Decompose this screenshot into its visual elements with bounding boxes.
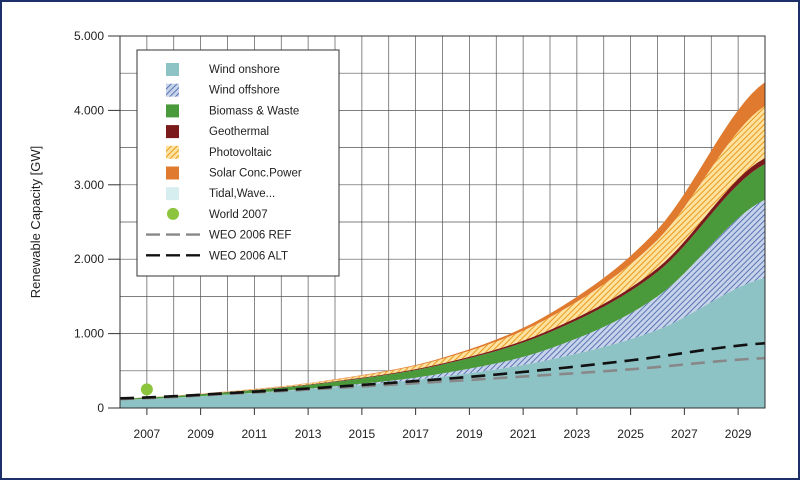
x-tick-label: 2023: [564, 427, 591, 441]
x-tick-label: 2011: [241, 427, 267, 441]
plot-border: [119, 35, 766, 409]
legend-solar-conc-power-label: Solar Conc.Power: [209, 168, 302, 180]
legend: Wind onshore Wind offshore Biomass & Waste…: [136, 49, 340, 277]
x-tick-label: 2009: [187, 427, 214, 441]
y-tick-label: 4.000: [74, 103, 104, 117]
legend-wind-offshore-swatch: [166, 83, 179, 97]
area-wind-onshore: [120, 277, 765, 408]
x-tick-label: 2013: [295, 427, 322, 441]
y-axis-label: Renewable Capacity [GW]: [28, 146, 43, 298]
line-weo-2006-ref: [120, 356, 765, 401]
legend-biomass-waste-label: Biomass & Waste: [209, 105, 299, 117]
y-tick-label: 1.000: [74, 327, 104, 341]
x-tick-label: 2019: [456, 427, 483, 441]
legend-wind-onshore-swatch: [166, 63, 179, 76]
y-tick-label: 3.000: [74, 178, 104, 192]
x-tick-labels: 2007 2009 2011 2013 2015 2017 2019 2021 2023 2025…: [134, 408, 752, 441]
legend-weo-2006-alt-label: WEO 2006 ALT: [209, 250, 288, 262]
legend-tidal-wave-label: Tidal,Wave...: [209, 188, 275, 200]
legend-biomass-waste-swatch: [166, 104, 179, 118]
x-tick-label: 2021: [510, 427, 537, 441]
x-tick-label: 2029: [725, 427, 752, 441]
legend-wind-onshore-label: Wind onshore: [209, 64, 280, 76]
legend-photovoltaic-label: Photovoltaic: [209, 147, 272, 159]
y-tick-label: 5.000: [74, 29, 104, 43]
line-weo-2006-alt: [120, 341, 765, 400]
x-tick-label: 2007: [134, 427, 161, 441]
stacked-areas: [120, 81, 765, 408]
y-tick-label: 0: [97, 401, 104, 415]
point-world-2007: [140, 383, 153, 396]
legend-weo-2006-ref-label: WEO 2006 REF: [209, 230, 291, 242]
legend-geothermal-swatch: [166, 125, 179, 139]
data-points: [140, 383, 153, 396]
legend-world-2007-marker: [167, 207, 179, 220]
x-tick-label: 2025: [617, 427, 644, 441]
x-tick-label: 2027: [671, 427, 698, 441]
legend-wind-offshore-label: Wind offshore: [209, 85, 280, 97]
legend-world-2007-label: World 2007: [209, 209, 268, 221]
legend-photovoltaic-swatch: [166, 145, 179, 159]
legend-solar-conc-power-swatch: [166, 166, 179, 180]
y-tick-labels: 0 1.000 2.000 3.000 4.000 5.000: [74, 29, 120, 415]
legend-tidal-wave-swatch: [166, 187, 179, 201]
x-tick-label: 2017: [402, 427, 429, 441]
legend-geothermal-label: Geothermal: [209, 126, 269, 138]
y-tick-label: 2.000: [74, 252, 104, 266]
x-tick-label: 2015: [349, 427, 376, 441]
projection-lines: [120, 341, 765, 401]
